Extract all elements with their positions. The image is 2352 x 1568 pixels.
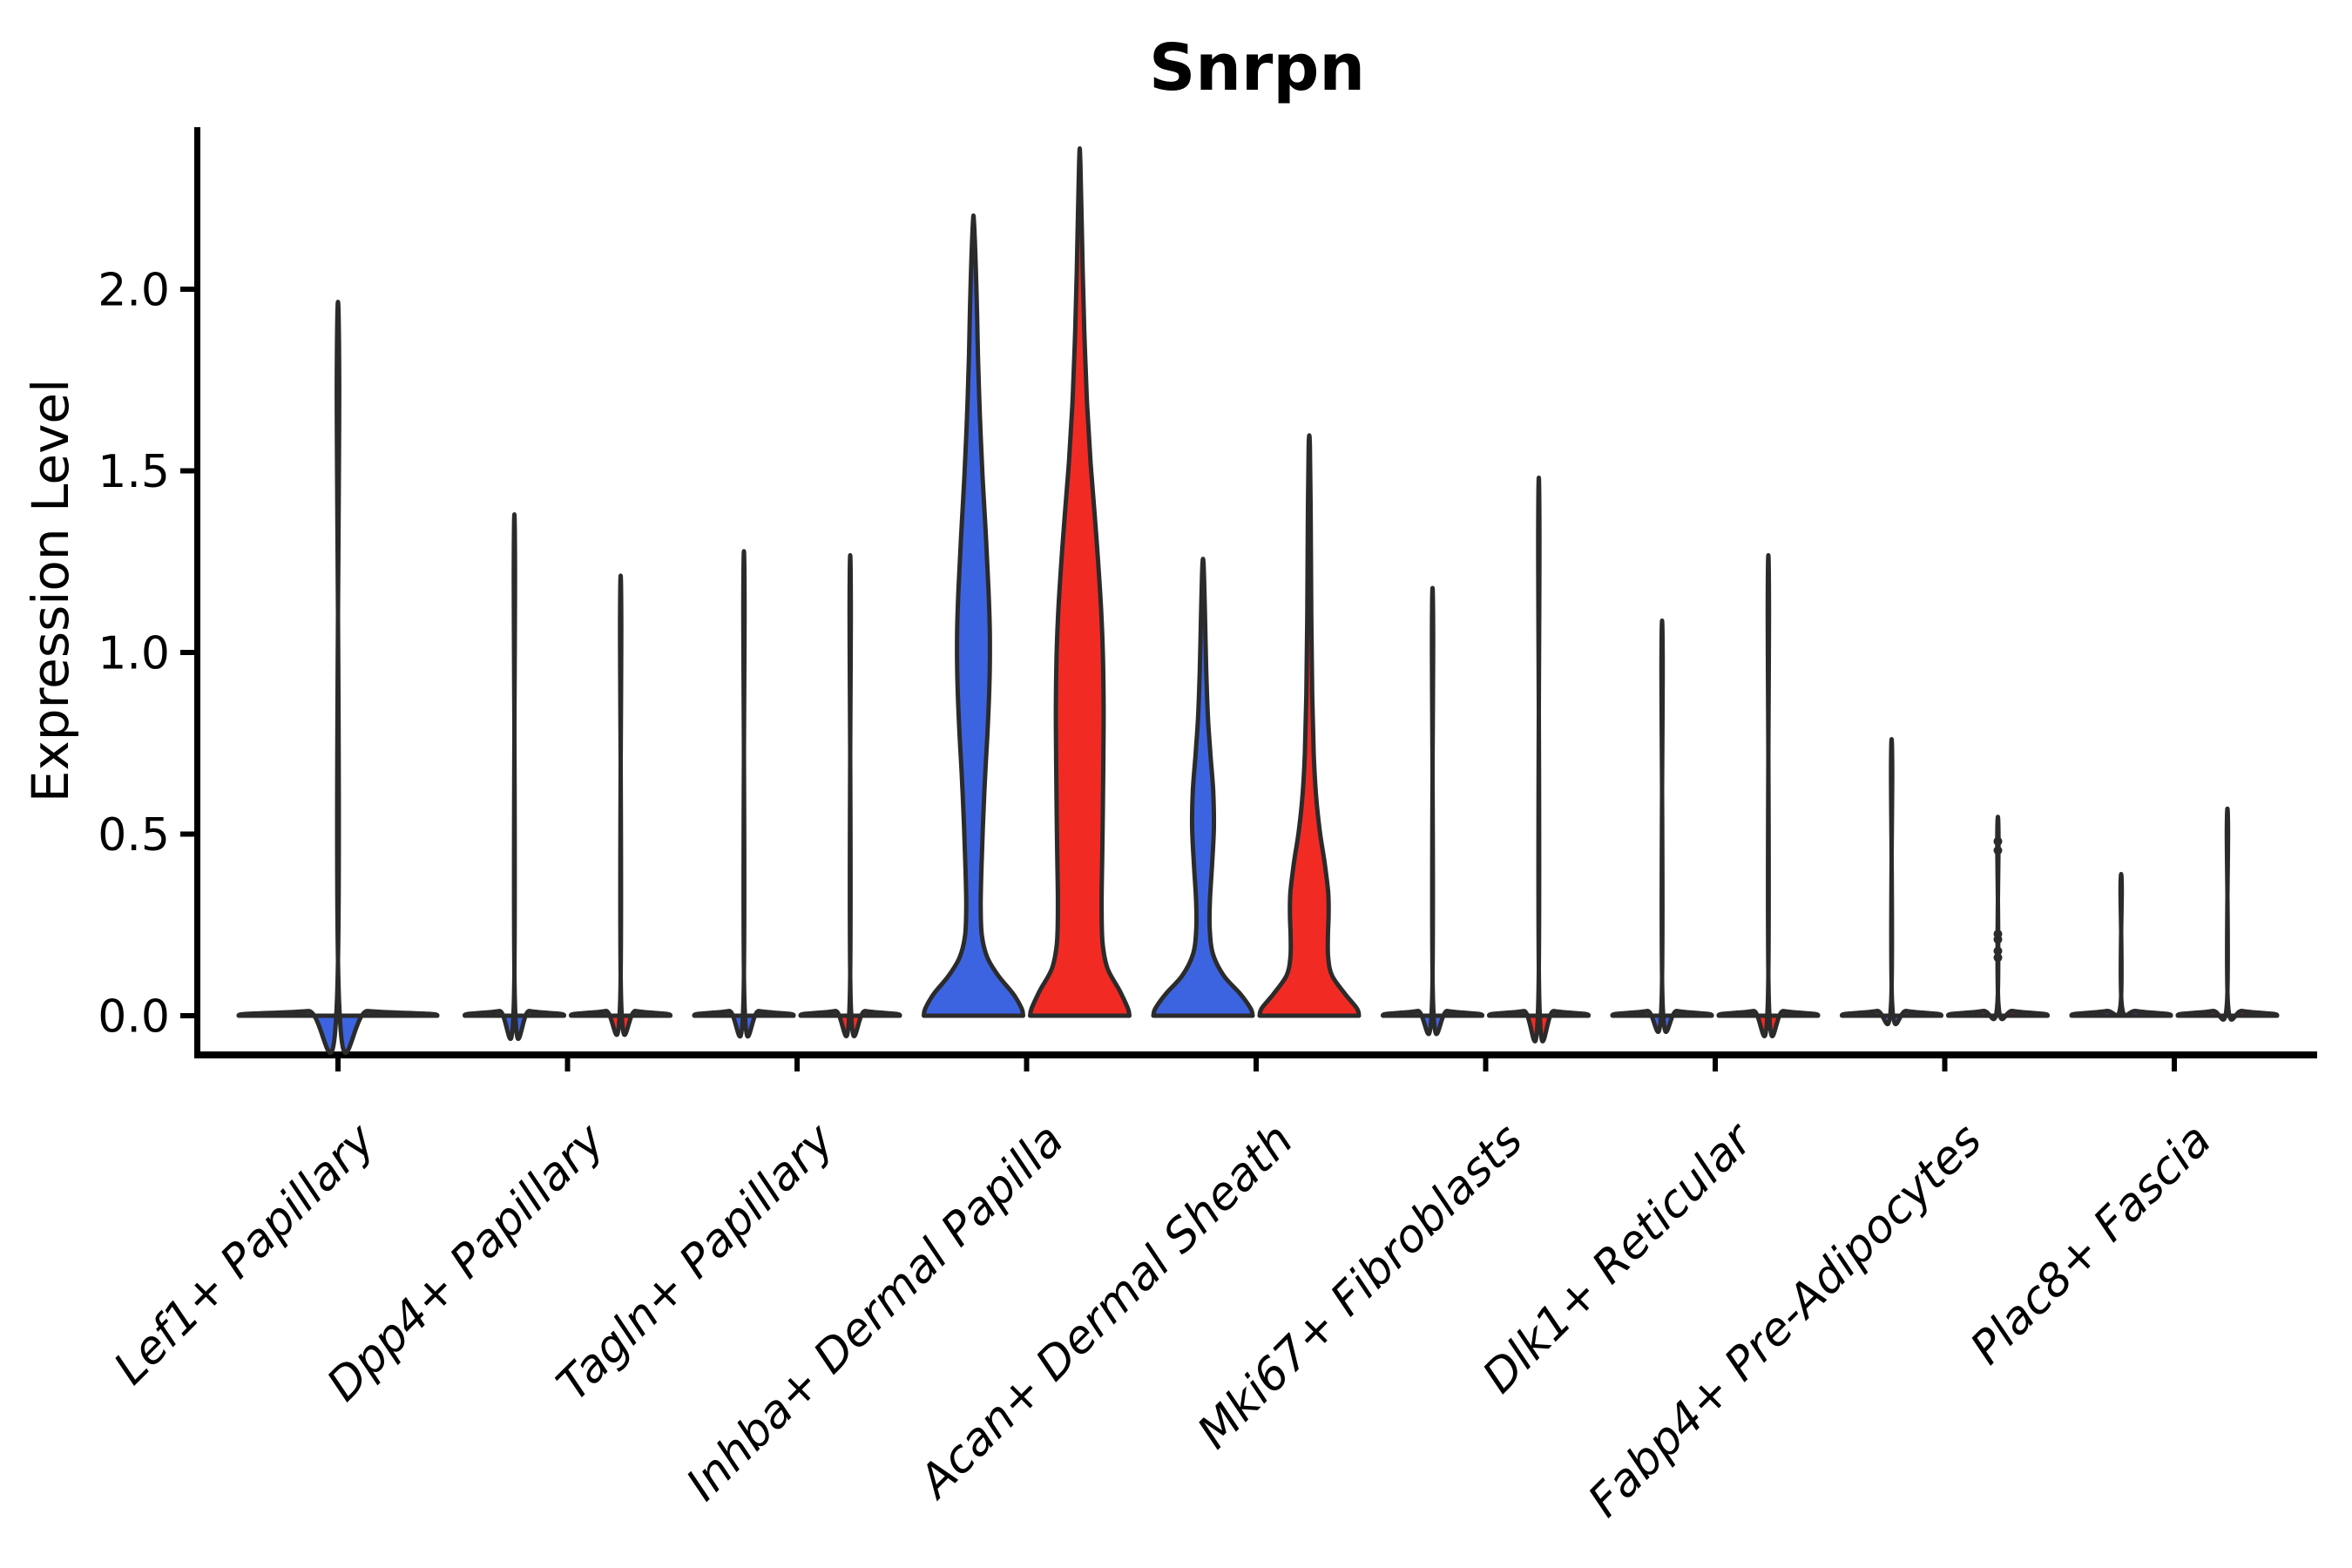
outlier-dot: [1993, 836, 2003, 846]
y-tick-label: 0.0: [98, 991, 170, 1044]
x-tick: [1713, 1058, 1718, 1071]
violin-cat3-split2: [1028, 145, 1132, 1018]
y-tick: [180, 831, 194, 837]
outlier-dot: [1993, 953, 2003, 963]
y-tick: [180, 468, 194, 474]
violin-cat8-split2: [2175, 807, 2280, 1022]
x-tick-label: Plac8+ Fascia: [1961, 1114, 2221, 1375]
chart-title: Snrpn: [1149, 30, 1365, 105]
x-tick: [1483, 1058, 1489, 1071]
y-tick: [180, 287, 194, 292]
violin-cat4-split2: [1257, 433, 1362, 1018]
y-tick: [180, 1013, 194, 1018]
x-tick: [1254, 1058, 1259, 1071]
x-axis-spine: [194, 1051, 2317, 1058]
violin-cat2-split1: [692, 549, 796, 1039]
violin-cat5-split2: [1487, 475, 1591, 1044]
x-tick-label: Acan+ Dermal Sheath: [908, 1114, 1303, 1510]
outlier-dot: [1993, 935, 2003, 944]
violin-cat4-split1: [1151, 557, 1255, 1018]
violin-cat3-split1: [922, 213, 1025, 1018]
x-tick-label: Fabp4+ Pre-Adipocytes: [1578, 1114, 1992, 1528]
outlier-dots-layer: [1993, 836, 2003, 963]
violin-cat2-split2: [798, 553, 902, 1038]
x-tick: [2172, 1058, 2177, 1071]
violins-layer: [236, 145, 2280, 1055]
violin-cat6-split2: [1716, 553, 1821, 1038]
violin-cat8-split1: [2069, 871, 2173, 1018]
violin-cat1-split1: [463, 512, 566, 1042]
y-tick: [180, 650, 194, 655]
violin-cat0-split1: [236, 300, 440, 1055]
violin-cat7-split1: [1840, 737, 1943, 1026]
y-tick-label: 1.0: [98, 628, 170, 680]
y-axis-title: Expression Level: [21, 379, 80, 802]
x-tick: [564, 1058, 571, 1071]
outlier-dot: [1993, 846, 2003, 855]
violin-cat5-split1: [1381, 585, 1484, 1037]
x-tick-label: Inhba+ Dermal Papilla: [677, 1114, 1074, 1511]
x-tick: [1024, 1058, 1030, 1071]
violin-cat7-split2: [1946, 814, 2050, 1022]
violin-cat6-split1: [1610, 618, 1714, 1034]
axes-layer: [180, 127, 2317, 1071]
y-tick-label: 2.0: [98, 265, 170, 317]
violin-cat1-split2: [569, 573, 672, 1037]
y-axis-spine: [194, 127, 200, 1058]
x-tick: [1942, 1058, 1948, 1071]
outlier-dot: [1993, 946, 2003, 956]
y-tick-label: 0.5: [98, 809, 170, 862]
y-tick-label: 1.5: [98, 446, 170, 498]
x-tick: [335, 1058, 341, 1071]
x-tick: [794, 1058, 800, 1071]
